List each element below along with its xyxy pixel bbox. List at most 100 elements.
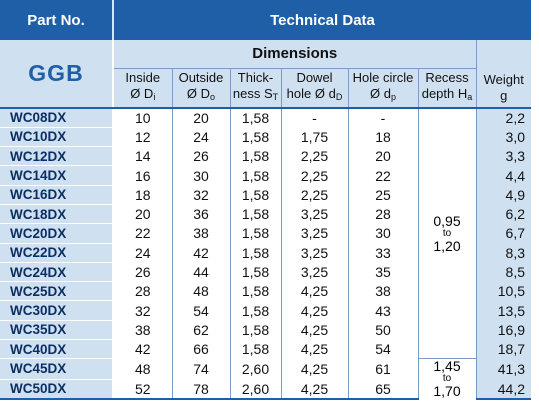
dowel-hole-cell: 3,25 (281, 204, 349, 224)
table-row: WC20DX 22 38 1,58 3,25 30 6,7 (0, 223, 531, 244)
weight-cell: 13,5 (476, 300, 531, 321)
thickness-cell: 1,58 (230, 243, 282, 263)
table-row: WC14DX 16 30 1,58 2,25 22 4,4 (0, 165, 531, 186)
dowel-hole-cell: - (281, 108, 349, 128)
table-row: WC16DX 18 32 1,58 2,25 25 4,9 (0, 185, 531, 205)
weight-cell: 6,2 (476, 204, 531, 224)
table-row: WC50DX 52 78 2,60 4,25 65 44,2 (0, 379, 531, 401)
column-label-subscript: o (210, 92, 216, 103)
column-label-line2: ness S (232, 86, 273, 102)
hole-circle-cell: 43 (348, 300, 419, 321)
thickness-cell: 1,58 (230, 223, 282, 244)
inside-diameter-cell: 38 (113, 320, 173, 340)
table-row: WC40DX 42 66 1,58 4,25 54 18,7 (0, 339, 531, 360)
weight-cell: 4,9 (476, 185, 531, 205)
part-number-cell: WC10DX (0, 127, 114, 148)
inside-diameter-cell: 18 (113, 185, 173, 205)
column-label-subscript: i (153, 92, 156, 103)
dimensions-row: GGB Dimensions (0, 40, 531, 109)
outside-diameter-cell: 26 (172, 146, 231, 166)
dowel-hole-cell: 4,25 (281, 300, 349, 321)
weight-cell: 3,0 (476, 127, 531, 147)
thickness-cell: 1,58 (230, 204, 282, 224)
hole-circle-cell: 22 (348, 165, 419, 186)
table-row: WC10DX 12 24 1,58 1,75 18 3,0 (0, 127, 531, 148)
part-number-cell: WC16DX (0, 185, 114, 205)
table-row: WC08DX 10 20 1,58- -0,95 to 1,20 2,2 (0, 108, 531, 359)
outside-diameter-cell: 42 (172, 243, 231, 263)
inside-diameter-cell: 16 (113, 165, 173, 186)
outside-diameter-cell: 36 (172, 204, 231, 224)
part-number-cell: WC12DX (0, 146, 114, 167)
table-row: WC30DX 32 54 1,58 4,25 43 13,5 (0, 300, 531, 321)
dowel-hole-header: Dowel hole Ø dD (281, 68, 349, 109)
thickness-cell: 1,58 (230, 127, 282, 147)
weight-cell: 4,4 (476, 165, 531, 186)
recess-to-word: to (442, 227, 452, 239)
inside-diameter-cell: 28 (113, 281, 173, 301)
technical-data-header: Technical Data (113, 0, 531, 40)
part-number-cell: WC18DX (0, 204, 114, 225)
column-label-subscript: D (335, 92, 343, 103)
weight-header: Weight g (476, 68, 531, 109)
hole-circle-cell: 54 (348, 339, 419, 359)
inside-diameter-cell: 52 (113, 379, 173, 401)
inside-diameter-cell: 48 (113, 358, 173, 380)
outside-diameter-cell: 62 (172, 320, 231, 340)
table-row: WC35DX 38 62 1,58 4,25 50 16,9 (0, 320, 531, 341)
table-row: WC22DX 24 42 1,58 3,25 33 8,3 (0, 243, 531, 263)
part-number-cell: WC20DX (0, 223, 114, 244)
column-label-line1: Weight (483, 71, 524, 87)
dowel-hole-cell: 4,25 (281, 281, 349, 301)
weight-cell: 18,7 (476, 339, 531, 359)
inside-diameter-cell: 14 (113, 146, 173, 166)
column-header-row: Inside Ø Di Outside Ø Do Thick-ness ST Dowel h… (0, 68, 531, 109)
weight-cell: 3,3 (476, 146, 531, 166)
thickness-cell: 1,58 (230, 262, 282, 282)
column-label-line1: Thick- (237, 70, 274, 86)
thickness-cell: 2,60 (230, 358, 282, 380)
inside-diameter-cell: 24 (113, 243, 173, 263)
hole-circle-cell: 50 (348, 320, 419, 340)
recess-from-value: 0,95 (433, 212, 461, 229)
hole-circle-cell: 35 (348, 262, 419, 282)
weight-cell: 6,7 (476, 223, 531, 244)
outside-diameter-cell: 74 (172, 358, 231, 380)
part-number-cell: WC24DX (0, 262, 114, 283)
recess-depth-cell: 0,95 to 1,20 (418, 108, 477, 359)
hole-circle-cell: - (348, 108, 419, 128)
part-number-cell: WC30DX (0, 300, 114, 321)
hole-circle-cell: 30 (348, 223, 419, 244)
weight-cell: 8,5 (476, 262, 531, 282)
recess-depth-cell: 1,45 to 1,70 (418, 358, 477, 400)
hole-circle-cell: 61 (348, 358, 419, 380)
dowel-hole-cell: 3,25 (281, 262, 349, 282)
part-number-cell: WC14DX (0, 165, 114, 186)
column-label-subscript: a (467, 92, 473, 103)
outside-diameter-cell: 38 (172, 223, 231, 244)
hole-circle-cell: 25 (348, 185, 419, 205)
dowel-hole-cell: 4,25 (281, 358, 349, 380)
weight-cell: 2,2 (476, 108, 531, 128)
table-row: WC25DX 28 48 1,58 4,25 38 10,5 (0, 281, 531, 302)
dowel-hole-cell: 4,25 (281, 320, 349, 340)
outside-diameter-cell: 44 (172, 262, 231, 282)
hole-circle-cell: 20 (348, 146, 419, 166)
hole-circle-cell: 65 (348, 379, 419, 401)
thickness-cell: 1,58 (230, 300, 282, 321)
dowel-hole-cell: 2,25 (281, 165, 349, 186)
part-number-cell: WC50DX (0, 379, 114, 401)
weight-cell: 10,5 (476, 281, 531, 301)
dowel-hole-cell: 3,25 (281, 223, 349, 244)
column-label-line1: Inside (125, 70, 161, 86)
part-number-cell: WC25DX (0, 281, 114, 302)
inside-diameter-cell: 12 (113, 127, 173, 147)
table-row: WC24DX 26 44 1,58 3,25 35 8,5 (0, 262, 531, 283)
thickness-cell: 1,58 (230, 320, 282, 340)
hole-circle-cell: 28 (348, 204, 419, 224)
column-label-line2: Ø d (370, 86, 391, 102)
technical-data-table: Part No. Technical Data GGB Dimensions I… (0, 0, 531, 401)
thickness-cell: 1,58 (230, 165, 282, 186)
inside-diameter-cell: 10 (113, 108, 173, 128)
